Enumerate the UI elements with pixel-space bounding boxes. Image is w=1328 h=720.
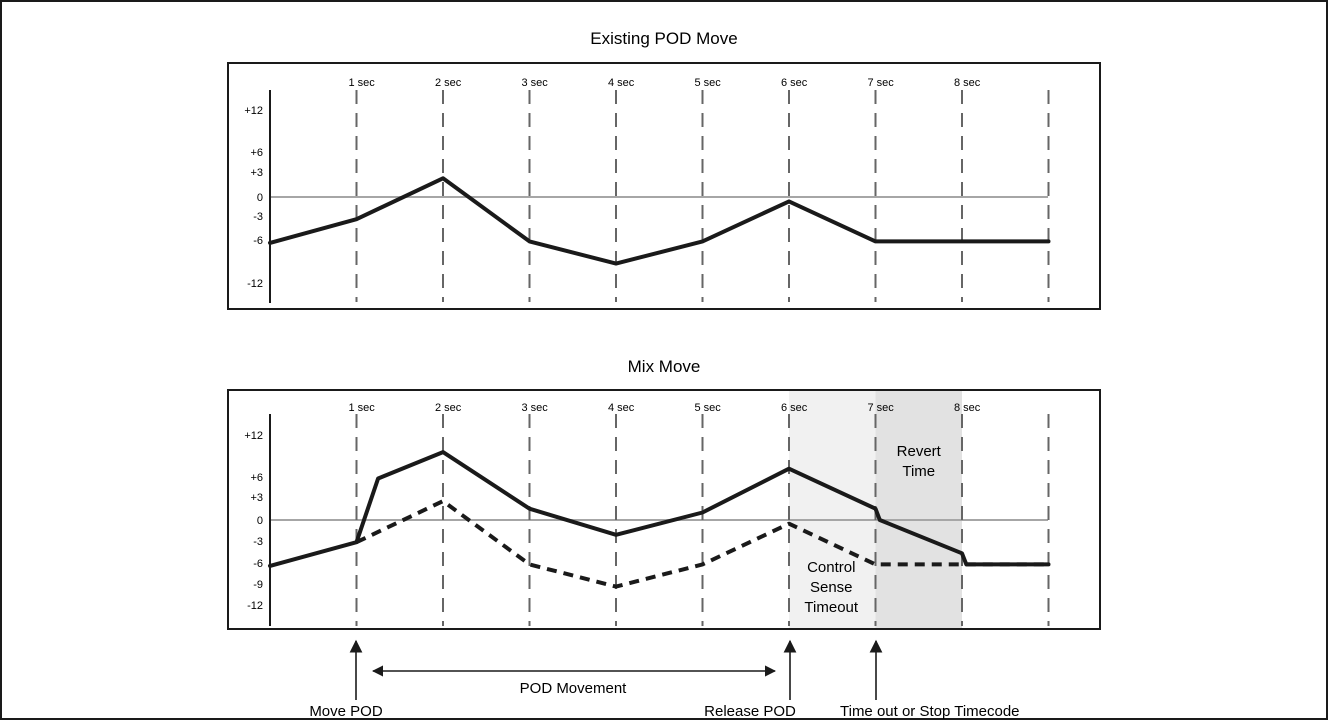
revert-time-region: [875, 391, 962, 628]
bottom-panel: 1 sec 2 sec 3 sec 4 sec 5 sec 6 sec 7 sec 8 sec…: [227, 389, 1101, 630]
bot-y-label: +3: [250, 492, 263, 504]
bot-y-label: +12: [244, 430, 263, 442]
bot-time-label: 6 sec: [781, 402, 808, 414]
bot-y-label: -6: [253, 558, 263, 570]
top-panel-title: Existing POD Move: [590, 29, 737, 48]
pod-movement-label: POD Movement: [520, 680, 628, 697]
control-sense-timeout-label: Control: [807, 559, 855, 576]
top-y-label: -3: [253, 211, 263, 223]
top-time-label: 1 sec: [349, 77, 376, 89]
top-y-label: +3: [250, 167, 263, 179]
top-time-label: 2 sec: [435, 77, 462, 89]
bot-time-label: 7 sec: [868, 402, 895, 414]
top-time-label: 3 sec: [522, 77, 549, 89]
bot-time-label: 5 sec: [695, 402, 722, 414]
bot-time-label: 3 sec: [522, 402, 549, 414]
control-sense-timeout-label: Timeout: [804, 599, 858, 616]
revert-time-label: Revert: [897, 443, 942, 460]
bot-time-label: 4 sec: [608, 402, 635, 414]
control-sense-timeout-label: Sense: [810, 579, 853, 596]
top-y-label: -12: [247, 278, 263, 290]
annotations: POD Movement Move POD Release POD Time o…: [309, 639, 1020, 720]
bot-y-label: 0: [257, 515, 263, 527]
top-panel: 1 sec 2 sec 3 sec 4 sec 5 sec 6 sec 7 sec 8 sec…: [227, 62, 1101, 310]
top-existing-curve: [268, 176, 1051, 266]
bot-time-label: 8 sec: [954, 402, 981, 414]
bot-time-label: 1 sec: [349, 402, 376, 414]
bot-y-label: -9: [253, 579, 263, 591]
bot-y-label: -3: [253, 536, 263, 548]
top-y-label: +6: [250, 147, 263, 159]
revert-time-label: Time: [902, 463, 935, 480]
top-y-label: 0: [257, 192, 263, 204]
top-time-label: 4 sec: [608, 77, 635, 89]
bot-y-label: -12: [247, 600, 263, 612]
move-pod-label: Move POD: [309, 703, 383, 720]
bottom-panel-title: Mix Move: [628, 357, 701, 376]
top-time-label: 8 sec: [954, 77, 981, 89]
release-pod-label: Release POD: [704, 703, 796, 720]
bot-time-label: 2 sec: [435, 402, 462, 414]
bottom-panel-frame: [227, 389, 1101, 630]
timeout-stop-label: Time out or Stop Timecode: [840, 703, 1020, 720]
top-time-label: 7 sec: [868, 77, 895, 89]
control-sense-timeout-region: [789, 391, 876, 628]
top-panel-frame: [227, 62, 1101, 310]
bot-y-label: +6: [250, 472, 263, 484]
bottom-new-mix-move-curve: [268, 450, 1051, 568]
top-time-label: 5 sec: [695, 77, 722, 89]
top-y-label: -6: [253, 235, 263, 247]
top-y-label: +12: [244, 105, 263, 117]
top-time-label: 6 sec: [781, 77, 808, 89]
